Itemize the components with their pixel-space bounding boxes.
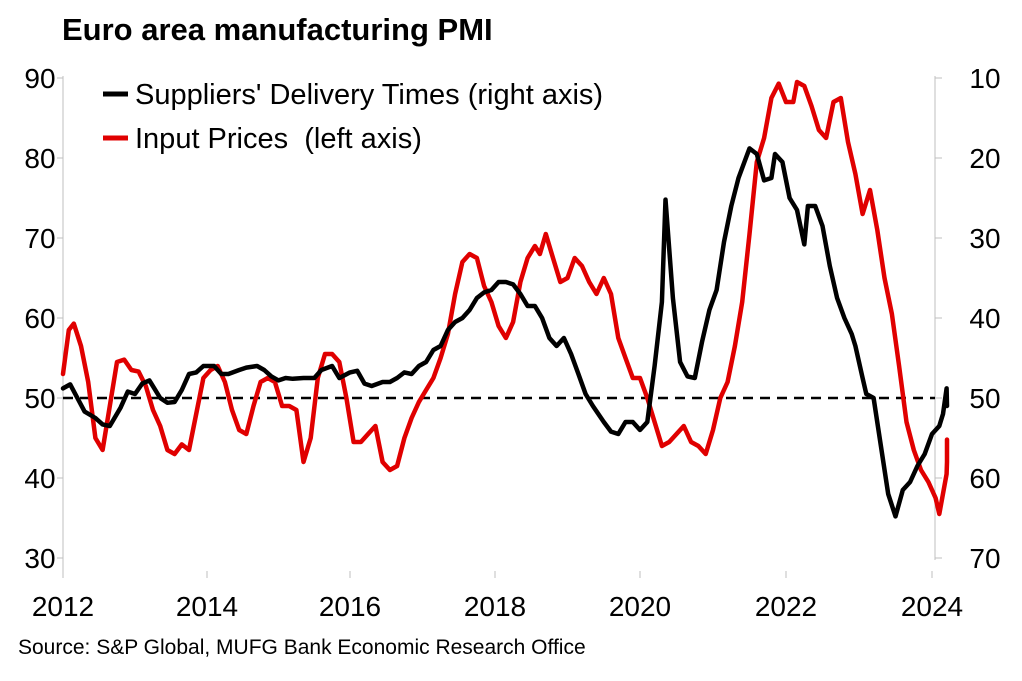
axes-group: 90 80 70 60 50 40 30 10 20 30 40 50 60 70 2012 2014 2016… [24,63,1000,622]
left-tick-label: 70 [24,223,55,254]
right-tick-label: 20 [969,143,1000,174]
series-group [60,79,950,519]
x-tick-label: 2018 [464,591,526,622]
series-line-delivery-times [60,146,950,519]
legend-label: Suppliers' Delivery Times (right axis) [135,79,603,111]
x-tick-label: 2012 [32,591,94,622]
x-tick-label: 2020 [609,591,671,622]
left-tick-label: 60 [24,303,55,334]
right-tick-label: 30 [969,223,1000,254]
left-tick-label: 40 [24,463,55,494]
right-tick-label: 50 [969,383,1000,414]
left-tick-label: 50 [24,383,55,414]
left-tick-label: 30 [24,543,55,574]
right-tick-label: 40 [969,303,1000,334]
right-tick-label: 60 [969,463,1000,494]
right-tick-label: 70 [969,543,1000,574]
chart-title: Euro area manufacturing PMI [62,12,493,47]
left-tick-label: 80 [24,143,55,174]
x-tick-label: 2024 [901,591,963,622]
legend: Suppliers' Delivery Times (right axis) In… [103,79,603,155]
x-tick-label: 2014 [176,591,238,622]
right-tick-label: 10 [969,63,1000,94]
left-tick-label: 90 [24,63,55,94]
chart-source-note: Source: S&P Global, MUFG Bank Economic R… [18,636,586,659]
x-tick-label: 2022 [755,591,817,622]
legend-label: Input Prices (left axis) [135,123,422,155]
x-tick-label: 2016 [319,591,381,622]
